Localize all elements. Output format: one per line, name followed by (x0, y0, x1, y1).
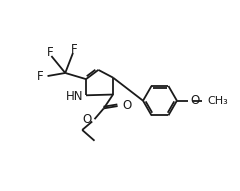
Text: CH₃: CH₃ (207, 96, 228, 106)
Text: F: F (47, 46, 53, 59)
Text: O: O (191, 94, 200, 107)
Text: F: F (71, 43, 78, 56)
Text: O: O (82, 113, 91, 126)
Text: F: F (37, 70, 44, 83)
Text: HN: HN (66, 90, 84, 103)
Text: O: O (122, 99, 132, 112)
